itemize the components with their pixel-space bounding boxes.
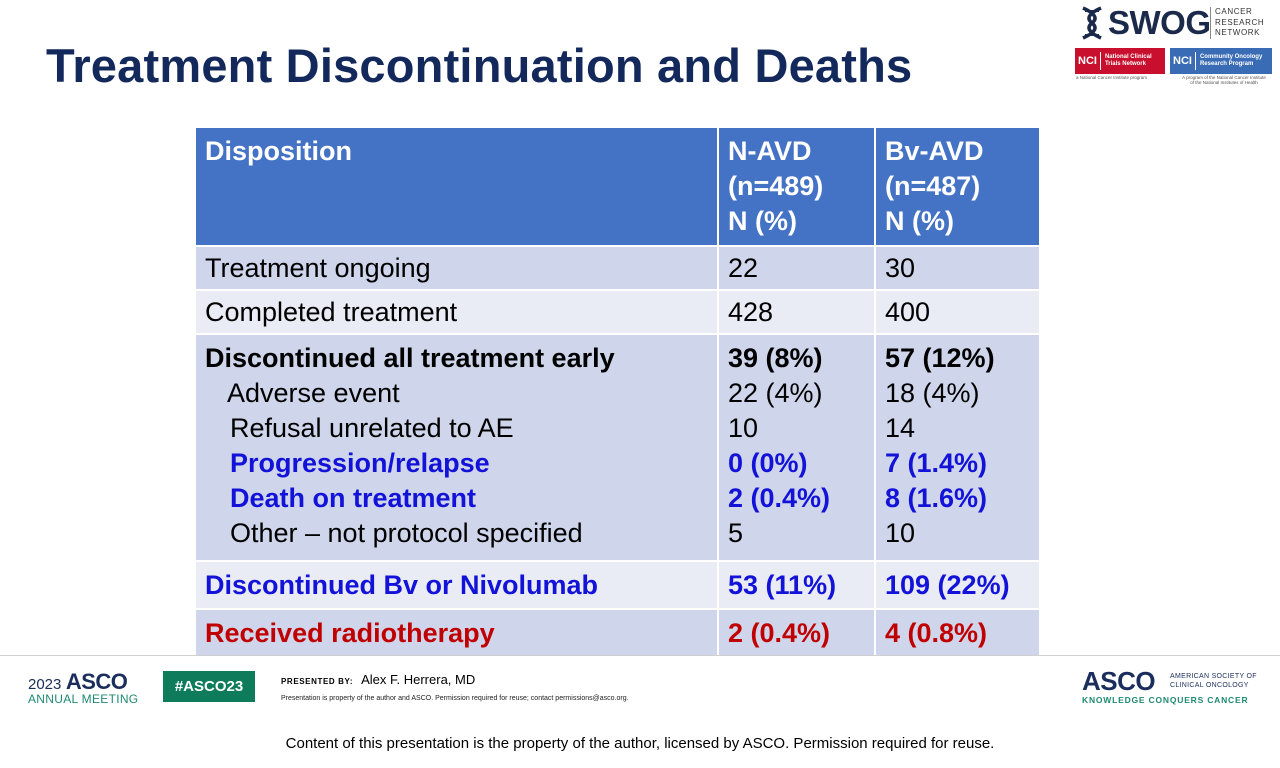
swog-wordmark: SWOG xyxy=(1108,4,1211,41)
disposition-table: Disposition N-AVD (n=489) N (%) Bv-AVD (n=4… xyxy=(194,126,1041,658)
presentation-note: Presentation is property of the author a… xyxy=(281,695,629,702)
cell-bvavd: 57 (12%) 18 (4%) 14 7 (1.4%) 8 (1.6%) 10 xyxy=(874,333,1041,562)
presenter-info: PRESENTED BY: Alex F. Herrera, MD Present… xyxy=(281,671,629,702)
cell-navd: 39 (8%) 22 (4%) 10 0 (0%) 2 (0.4%) 5 xyxy=(717,333,876,562)
cell-navd: 53 (11%) xyxy=(717,560,876,610)
table-row: Treatment ongoing 22 30 xyxy=(194,245,1041,291)
table-row-discontinued: Discontinued all treatment early Adverse… xyxy=(194,333,1041,562)
table-row: Discontinued Bv or Nivolumab 53 (11%) 10… xyxy=(194,560,1041,610)
row-label: Completed treatment xyxy=(194,289,719,335)
cell-navd: 428 xyxy=(717,289,876,335)
footer-divider xyxy=(0,655,1280,656)
presenter-name: Alex F. Herrera, MD xyxy=(361,672,476,687)
hashtag-badge: #ASCO23 xyxy=(163,671,255,702)
slide-title: Treatment Discontinuation and Deaths xyxy=(46,39,913,92)
swog-subtitle: CANCER RESEARCH NETWORK xyxy=(1210,7,1264,39)
cell-bvavd: 400 xyxy=(874,289,1041,335)
nci-corp-caption: A program of the National Cancer Institu… xyxy=(1182,75,1266,85)
cell-navd: 22 xyxy=(717,245,876,291)
cell-bvavd: 30 xyxy=(874,245,1041,291)
header-navd: N-AVD (n=489) N (%) xyxy=(717,126,876,247)
header-disposition: Disposition xyxy=(194,126,719,247)
row-label: Discontinued Bv or Nivolumab xyxy=(194,560,719,610)
presented-by-label: PRESENTED BY: xyxy=(281,677,354,686)
cell-bvavd: 109 (22%) xyxy=(874,560,1041,610)
row-label: Received radiotherapy xyxy=(194,608,719,658)
nci-corp-logo: NCI Community Oncology Research Program xyxy=(1170,48,1272,74)
row-label: Treatment ongoing xyxy=(194,245,719,291)
asco-annual-meeting-logo: 2023 ASCO ANNUAL MEETING xyxy=(28,669,139,706)
table-row: Completed treatment 428 400 xyxy=(194,289,1041,335)
cell-navd: 2 (0.4%) xyxy=(717,608,876,658)
table-row: Received radiotherapy 2 (0.4%) 4 (0.8%) xyxy=(194,608,1041,658)
dna-icon xyxy=(1082,6,1102,40)
row-label: Discontinued all treatment early Adverse… xyxy=(194,333,719,562)
nci-ctn-logo: NCI National Clinical Trials Network xyxy=(1075,48,1165,74)
copyright-note: Content of this presentation is the prop… xyxy=(285,735,995,752)
cell-bvavd: 4 (0.8%) xyxy=(874,608,1041,658)
table-header-row: Disposition N-AVD (n=489) N (%) Bv-AVD (n=4… xyxy=(194,126,1041,247)
swog-logo: SWOG CANCER RESEARCH NETWORK xyxy=(1080,4,1270,44)
asco-society-logo: ASCO AMERICAN SOCIETY OF CLINICAL ONCOLOG… xyxy=(1082,666,1257,705)
header-bvavd: Bv-AVD (n=487) N (%) xyxy=(874,126,1041,247)
nci-ctn-caption: a National Cancer Institute program xyxy=(1076,75,1148,80)
